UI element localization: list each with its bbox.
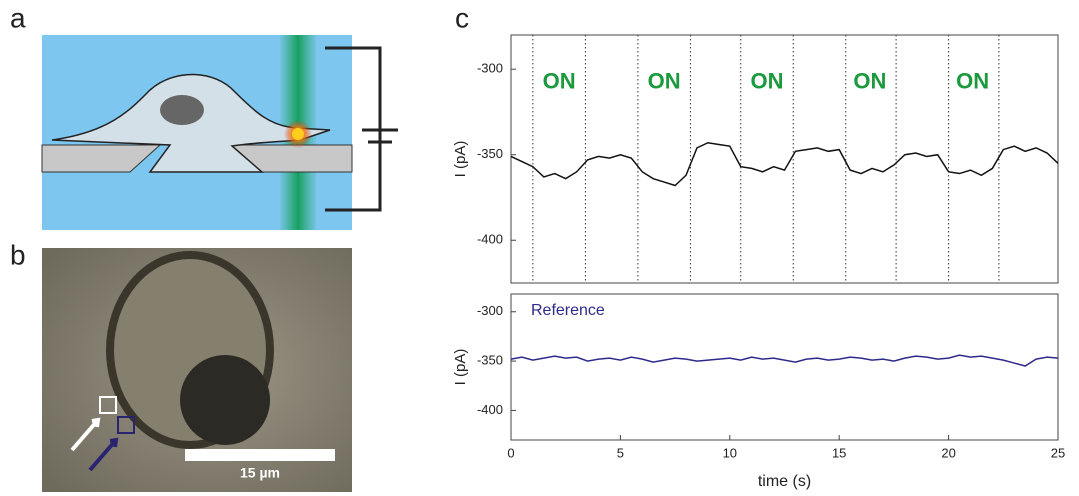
x-tick-label: 15 (832, 445, 846, 460)
schematic (41, 35, 398, 230)
y-axis-label: I (pA) (452, 349, 469, 386)
trace (510, 354, 1059, 367)
annotation: ON (956, 69, 989, 94)
x-tick-label: 10 (723, 445, 737, 460)
plot-frame (510, 293, 1059, 441)
panel-label: c (455, 2, 469, 33)
trace (510, 141, 1059, 187)
y-axis-label: I (pA) (452, 141, 469, 178)
legend-label: Reference (531, 302, 605, 319)
x-tick-label: 5 (617, 445, 624, 460)
x-axis-label: time (s) (758, 473, 811, 490)
x-tick-label: 0 (507, 445, 514, 460)
annotation: ON (853, 69, 886, 94)
panel-label: a (10, 2, 26, 33)
y-tick-label: -300 (477, 61, 503, 76)
x-tick-label: 20 (941, 445, 955, 460)
plot-frame (510, 34, 1059, 284)
panel-label: b (10, 239, 26, 270)
y-tick-label: -300 (477, 303, 503, 318)
micrograph: 15 µm (42, 248, 352, 492)
annotation: ON (648, 69, 681, 94)
annotation: ON (750, 69, 783, 94)
y-tick-label: -350 (477, 146, 503, 161)
y-tick-label: -400 (477, 232, 503, 247)
annotation: ON (543, 69, 576, 94)
y-tick-label: -400 (477, 402, 503, 417)
scale-bar-label: 15 µm (240, 465, 280, 481)
y-tick-label: -350 (477, 353, 503, 368)
x-tick-label: 25 (1051, 445, 1065, 460)
